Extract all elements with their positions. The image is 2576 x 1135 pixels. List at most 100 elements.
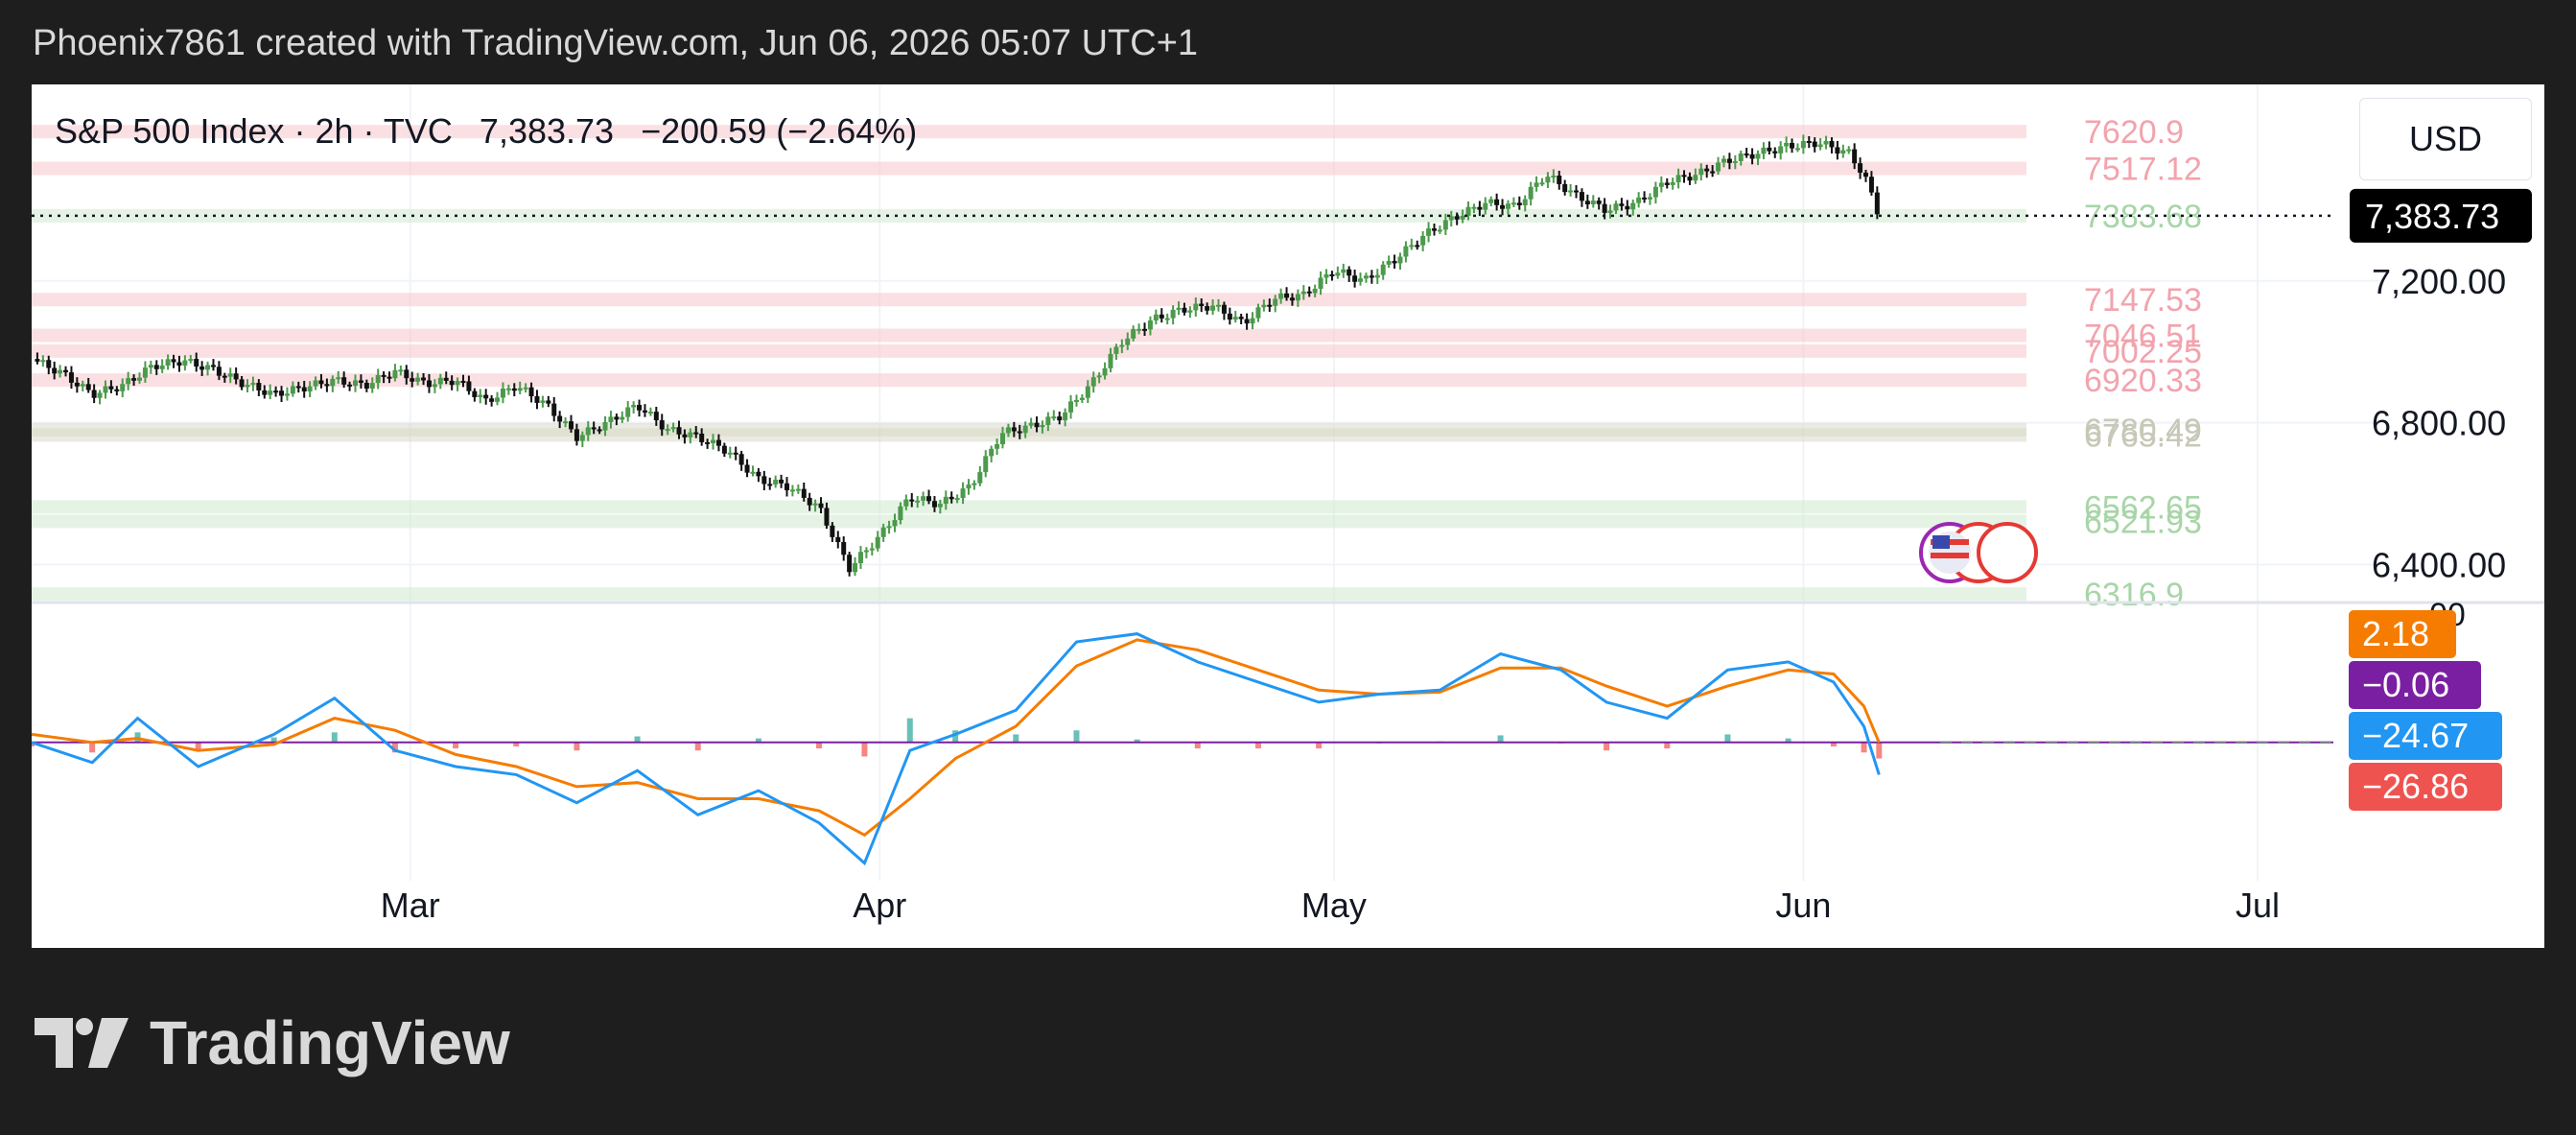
candle-body (1273, 298, 1278, 306)
candle-body (824, 508, 830, 526)
candle-body (1516, 202, 1522, 205)
candle-body (1397, 256, 1403, 264)
chart-legend: S&P 500 Index · 2h · TVC 7,383.73 −200.5… (55, 111, 934, 152)
macd-value-badge (2349, 712, 2502, 760)
candle-body (857, 552, 863, 563)
candle-body (1602, 203, 1607, 213)
price-level-label: 6920.33 (2084, 363, 2202, 399)
candle-body (1221, 304, 1227, 314)
candle-body (1721, 158, 1726, 163)
candle-body (290, 386, 295, 394)
candle-body (546, 400, 551, 404)
candle-body (1278, 293, 1284, 299)
candle-body (699, 434, 705, 442)
macd-histogram-bar (1664, 742, 1671, 749)
candle-body (915, 500, 921, 503)
price-level-label: 6521.93 (2084, 504, 2202, 540)
price-level-label: 7002.25 (2084, 334, 2202, 370)
candle-body (284, 393, 290, 396)
candle-body (1380, 264, 1386, 275)
candle-body (199, 367, 205, 370)
candle-body (1778, 146, 1784, 154)
candle-body (693, 432, 699, 435)
candle-body (756, 471, 761, 477)
candle-body (892, 520, 898, 527)
candle-body (1648, 197, 1652, 200)
candle-body (1784, 142, 1790, 147)
price-level-zone (32, 500, 2026, 514)
candle-body (631, 405, 637, 408)
candle-body (642, 410, 647, 413)
candle-body (1716, 162, 1721, 172)
symbol-label[interactable]: S&P 500 Index · 2h · TVC (55, 111, 453, 151)
candle-body (977, 472, 983, 484)
candle-body (1028, 422, 1034, 426)
price-level-zone (32, 428, 2026, 442)
candle-body (1477, 206, 1483, 210)
candle-body (715, 439, 721, 446)
candle-body (1005, 427, 1011, 434)
macd-value-label: −24.67 (2362, 716, 2469, 755)
candle-body (931, 501, 937, 508)
candle-body (1210, 305, 1216, 311)
candle-body (1545, 177, 1551, 183)
candle-body (972, 483, 977, 485)
y-axis-tick-label: 7,200.00 (2372, 262, 2506, 301)
candle-body (1442, 220, 1448, 230)
candle-body (1284, 293, 1290, 298)
candle-body (761, 476, 767, 485)
candle-body (1403, 246, 1409, 257)
last-price-badge-label: 7,383.73 (2365, 197, 2499, 236)
candle-body (1250, 318, 1255, 324)
candle-body (1817, 144, 1823, 148)
candle-body (1369, 275, 1374, 278)
candle-body (478, 394, 483, 397)
x-axis-tick-label: Apr (853, 886, 906, 925)
candle-body (966, 485, 972, 489)
candle-body (392, 369, 398, 379)
candle-body (1232, 317, 1238, 320)
macd-histogram-bar (952, 730, 959, 743)
candle-body (608, 416, 614, 422)
candle-body (921, 496, 926, 501)
candle-body (750, 471, 756, 474)
candle-body (182, 360, 188, 367)
candle-body (35, 359, 40, 362)
candle-body (153, 365, 159, 369)
candle-body (1574, 190, 1580, 193)
candle-body (318, 380, 324, 385)
macd-value-label: −0.06 (2362, 665, 2449, 704)
candle-body (375, 374, 381, 384)
candle-body (1374, 274, 1380, 278)
candle-body (210, 365, 216, 367)
candle-body (1205, 306, 1210, 311)
candle-body (1874, 192, 1880, 215)
economic-event-icon[interactable] (1977, 522, 2038, 583)
candle-body (410, 378, 415, 382)
candle-body (1267, 304, 1273, 307)
candle-body (256, 383, 262, 390)
candle-body (262, 390, 268, 395)
candle-body (194, 359, 199, 367)
currency-selector[interactable]: USD (2359, 98, 2532, 180)
candle-body (785, 483, 789, 490)
candle-body (1557, 176, 1562, 184)
candle-body (176, 362, 182, 367)
macd-histogram-bar (694, 742, 701, 751)
candle-body (1142, 328, 1148, 331)
candle-body (381, 374, 386, 377)
candle-body (295, 386, 301, 389)
candle-body (875, 536, 880, 549)
candle-body (1437, 229, 1442, 232)
macd-histogram-bar (1497, 735, 1504, 743)
macd-histogram-bar (1830, 742, 1837, 746)
y-axis-tick-label: 6,800.00 (2372, 404, 2506, 443)
chart-panel[interactable]: 7620.9 7517.12 7383.68 7147.53 7046.51 7002.2… (32, 84, 2544, 948)
candle-body (103, 386, 108, 393)
candle-body (1193, 303, 1199, 311)
macd-histogram-bar (32, 742, 35, 746)
candle-body (40, 360, 46, 363)
candle-body (614, 416, 620, 420)
candle-body (85, 384, 91, 390)
